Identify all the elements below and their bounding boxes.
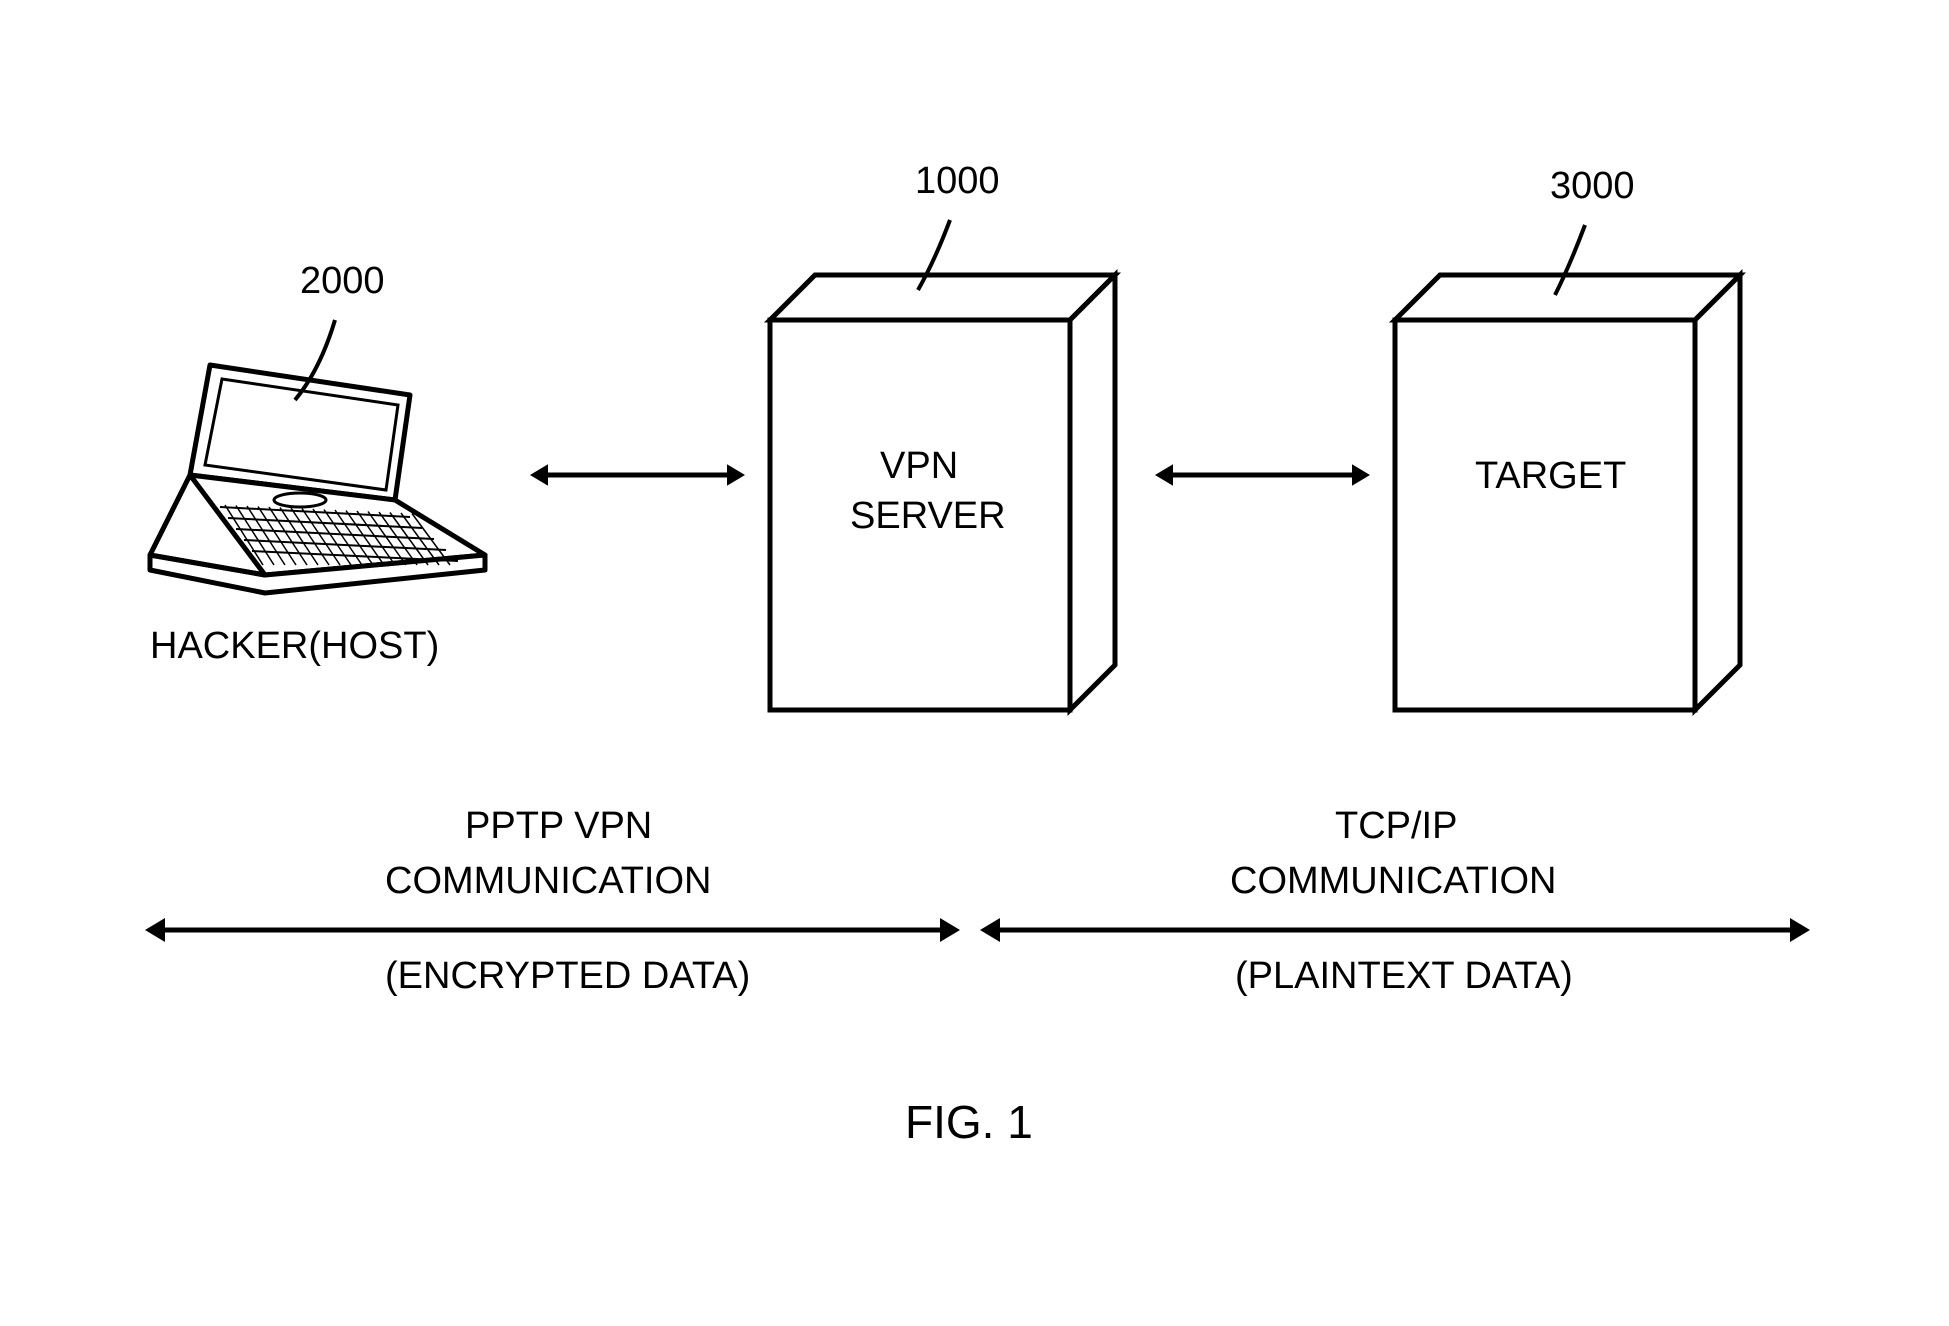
comm-left-line2: COMMUNICATION [385,860,712,903]
ref-vpn: 1000 [915,160,1000,203]
comm-right-line3: (PLAINTEXT DATA) [1235,955,1573,998]
hacker-label: HACKER(HOST) [150,625,439,668]
vpn-label-line1: VPN [880,445,958,488]
target-label: TARGET [1475,455,1626,498]
comm-left-line1: PPTP VPN [465,805,652,848]
comm-right-line2: COMMUNICATION [1230,860,1557,903]
ref-target: 3000 [1550,165,1635,208]
comm-right-line1: TCP/IP [1335,805,1457,848]
vpn-label-line2: SERVER [850,495,1006,538]
ref-hacker: 2000 [300,260,385,303]
figure-caption: FIG. 1 [905,1095,1033,1149]
comm-left-line3: (ENCRYPTED DATA) [385,955,750,998]
